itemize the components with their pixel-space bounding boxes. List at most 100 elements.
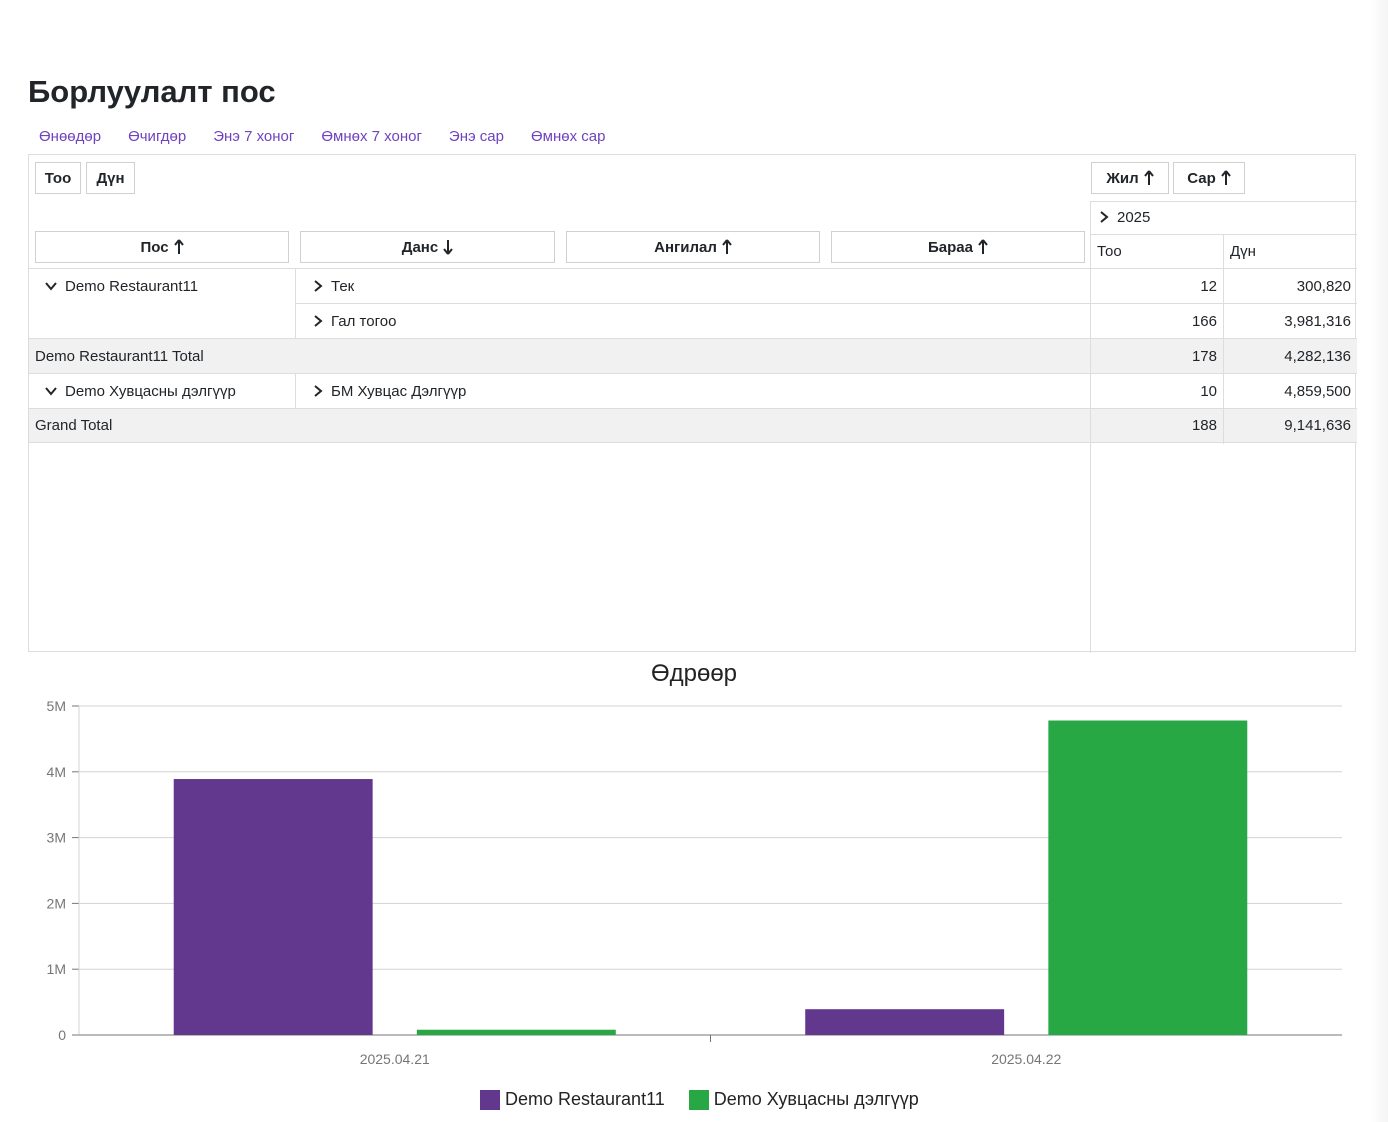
cell-amount: 4,282,136 bbox=[1284, 347, 1351, 365]
column-divider bbox=[1223, 339, 1224, 374]
year-expander[interactable]: 2025 bbox=[1099, 209, 1150, 226]
pos-label: Demo Хувцасны дэлгүүр bbox=[65, 382, 236, 400]
page-title: Борлуулалт пос bbox=[28, 74, 276, 109]
row-header-account: БМ Хувцас Дэлгүүр bbox=[313, 374, 466, 408]
data-field-count[interactable]: Тоо bbox=[35, 162, 81, 194]
column-divider bbox=[1223, 409, 1224, 444]
subtotal-row: Demo Restaurant11 Total 178 4,282,136 bbox=[29, 338, 1357, 374]
cell-count: 188 bbox=[1191, 417, 1217, 434]
x-tick-label: 2025.04.22 bbox=[991, 1051, 1061, 1067]
legend-label: Demo Restaurant11 bbox=[505, 1089, 665, 1109]
data-field-amount[interactable]: Дүн bbox=[86, 162, 135, 194]
cell-amount: 4,859,500 bbox=[1284, 382, 1351, 400]
chevron-right-icon bbox=[314, 315, 323, 327]
y-tick-label: 0 bbox=[58, 1027, 66, 1043]
legend-swatch bbox=[480, 1089, 500, 1110]
y-tick-label: 3M bbox=[47, 830, 66, 846]
data-field-amount-label: Дүн bbox=[96, 169, 125, 187]
bar bbox=[1048, 720, 1248, 1035]
link-last-month[interactable]: Өмнөх сар bbox=[531, 128, 606, 145]
row-field-category-label: Ангилал bbox=[654, 238, 717, 256]
row-header-pos: Demo Хувцасны дэлгүүр bbox=[45, 374, 236, 408]
row-header-account: Гал тогоо bbox=[313, 304, 396, 338]
cell-count: 178 bbox=[1191, 347, 1217, 365]
y-tick-label: 2M bbox=[47, 895, 66, 911]
header-divider bbox=[1090, 201, 1357, 202]
chevron-down-icon bbox=[45, 282, 57, 291]
scrollbar-track[interactable] bbox=[1370, 0, 1388, 1122]
grand-total-row: Grand Total 188 9,141,636 bbox=[29, 408, 1357, 444]
account-expander[interactable]: БМ Хувцас Дэлгүүр bbox=[313, 383, 466, 400]
legend-label: Demo Хувцасны дэлгүүр bbox=[713, 1089, 919, 1109]
account-expander[interactable]: Гал тогоо bbox=[313, 313, 396, 330]
table-row: Demo Хувцасны дэлгүүр БМ Хувцас Дэлгүүр … bbox=[29, 373, 1357, 409]
pos-label: Demo Restaurant11 bbox=[65, 277, 199, 295]
legend-item[interactable]: Demo Хувцасны дэлгүүр bbox=[688, 1089, 919, 1110]
link-this-month[interactable]: Энэ сар bbox=[448, 128, 504, 145]
measure-header-amount: Дүн bbox=[1230, 242, 1256, 260]
x-tick-label: 2025.04.21 bbox=[360, 1051, 430, 1067]
cell-count: 166 bbox=[1191, 312, 1217, 330]
sort-up-icon bbox=[173, 239, 184, 254]
link-today[interactable]: Өнөөдөр bbox=[39, 128, 102, 145]
measure-header-count: Тоо bbox=[1097, 242, 1122, 260]
year-header-label: 2025 bbox=[1117, 208, 1151, 226]
column-divider bbox=[1090, 409, 1091, 444]
date-filter-links: Өнөөдөр Өчигдөр Энэ 7 хоног Өмнөх 7 хоно… bbox=[39, 128, 632, 145]
row-header-divider bbox=[295, 268, 296, 338]
y-tick-label: 4M bbox=[47, 764, 66, 780]
row-header-pos: Demo Restaurant11 bbox=[45, 269, 198, 303]
row-header-divider bbox=[295, 373, 296, 408]
row-field-category[interactable]: Ангилал bbox=[566, 231, 820, 263]
link-this-week[interactable]: Энэ 7 хоног bbox=[213, 128, 295, 145]
column-field-year-label: Жил bbox=[1106, 169, 1139, 187]
row-field-account-label: Данс bbox=[401, 238, 439, 256]
cell-count: 10 bbox=[1200, 382, 1217, 400]
row-field-pos[interactable]: Пос bbox=[35, 231, 289, 263]
bar bbox=[416, 1029, 616, 1035]
bar bbox=[805, 1009, 1005, 1035]
row-field-product[interactable]: Бараа bbox=[831, 231, 1085, 263]
cell-count: 12 bbox=[1200, 277, 1217, 295]
legend-swatch bbox=[688, 1089, 709, 1110]
year-header: 2025 bbox=[1099, 201, 1150, 233]
column-field-month[interactable]: Сар bbox=[1173, 162, 1245, 194]
account-label: БМ Хувцас Дэлгүүр bbox=[331, 382, 467, 400]
y-tick-label: 1M bbox=[47, 961, 66, 977]
sort-up-icon bbox=[1220, 170, 1231, 185]
chevron-down-icon bbox=[45, 387, 57, 396]
link-yesterday[interactable]: Өчигдөр bbox=[128, 128, 187, 145]
row-field-product-label: Бараа bbox=[928, 238, 973, 256]
cell-amount: 3,981,316 bbox=[1284, 312, 1351, 330]
row-field-pos-label: Пос bbox=[140, 238, 169, 256]
table-row: Гал тогоо 166 3,981,316 bbox=[295, 303, 1357, 338]
bar bbox=[173, 779, 373, 1035]
cell-amount: 300,820 bbox=[1296, 277, 1351, 295]
pos-expander[interactable]: Demo Restaurant11 bbox=[45, 278, 198, 295]
y-tick-label: 5M bbox=[47, 698, 66, 714]
chart-title: Өдрөөр bbox=[650, 660, 738, 687]
row-field-account[interactable]: Данс bbox=[300, 231, 555, 263]
data-field-count-label: Тоо bbox=[44, 169, 72, 187]
cell-amount: 9,141,636 bbox=[1284, 417, 1351, 434]
grand-total-label: Grand Total bbox=[35, 417, 113, 434]
chevron-right-icon bbox=[314, 280, 323, 292]
sort-down-icon bbox=[443, 240, 453, 255]
chevron-right-icon bbox=[1100, 211, 1109, 223]
sort-up-icon bbox=[978, 239, 988, 254]
account-expander[interactable]: Тек bbox=[313, 278, 354, 295]
table-row: Demo Restaurant11 Тек 12 300,820 bbox=[29, 268, 1357, 303]
row-header-account: Тек bbox=[313, 269, 354, 303]
pos-expander[interactable]: Demo Хувцасны дэлгүүр bbox=[45, 383, 236, 400]
chart-legend: Demo Restaurant11 Demo Хувцасны дэлгүүр bbox=[480, 1089, 943, 1110]
column-field-month-label: Сар bbox=[1187, 169, 1216, 187]
bar-chart: 0 1M 2M 3M 4M 5M 2025.04.21 2025.04.22 bbox=[47, 698, 1342, 1067]
account-label: Тек bbox=[331, 277, 355, 295]
legend-item[interactable]: Demo Restaurant11 bbox=[480, 1089, 665, 1110]
pivot-grid: Тоо Дүн Жил Сар Пос Данс Ангилал Бараа 2… bbox=[28, 154, 1357, 653]
chevron-right-icon bbox=[314, 385, 323, 397]
link-last-week[interactable]: Өмнөх 7 хоног bbox=[321, 128, 422, 145]
subtotal-label: Demo Restaurant11 Total bbox=[35, 347, 204, 365]
sort-up-icon bbox=[1143, 170, 1154, 185]
column-field-year[interactable]: Жил bbox=[1091, 162, 1169, 194]
